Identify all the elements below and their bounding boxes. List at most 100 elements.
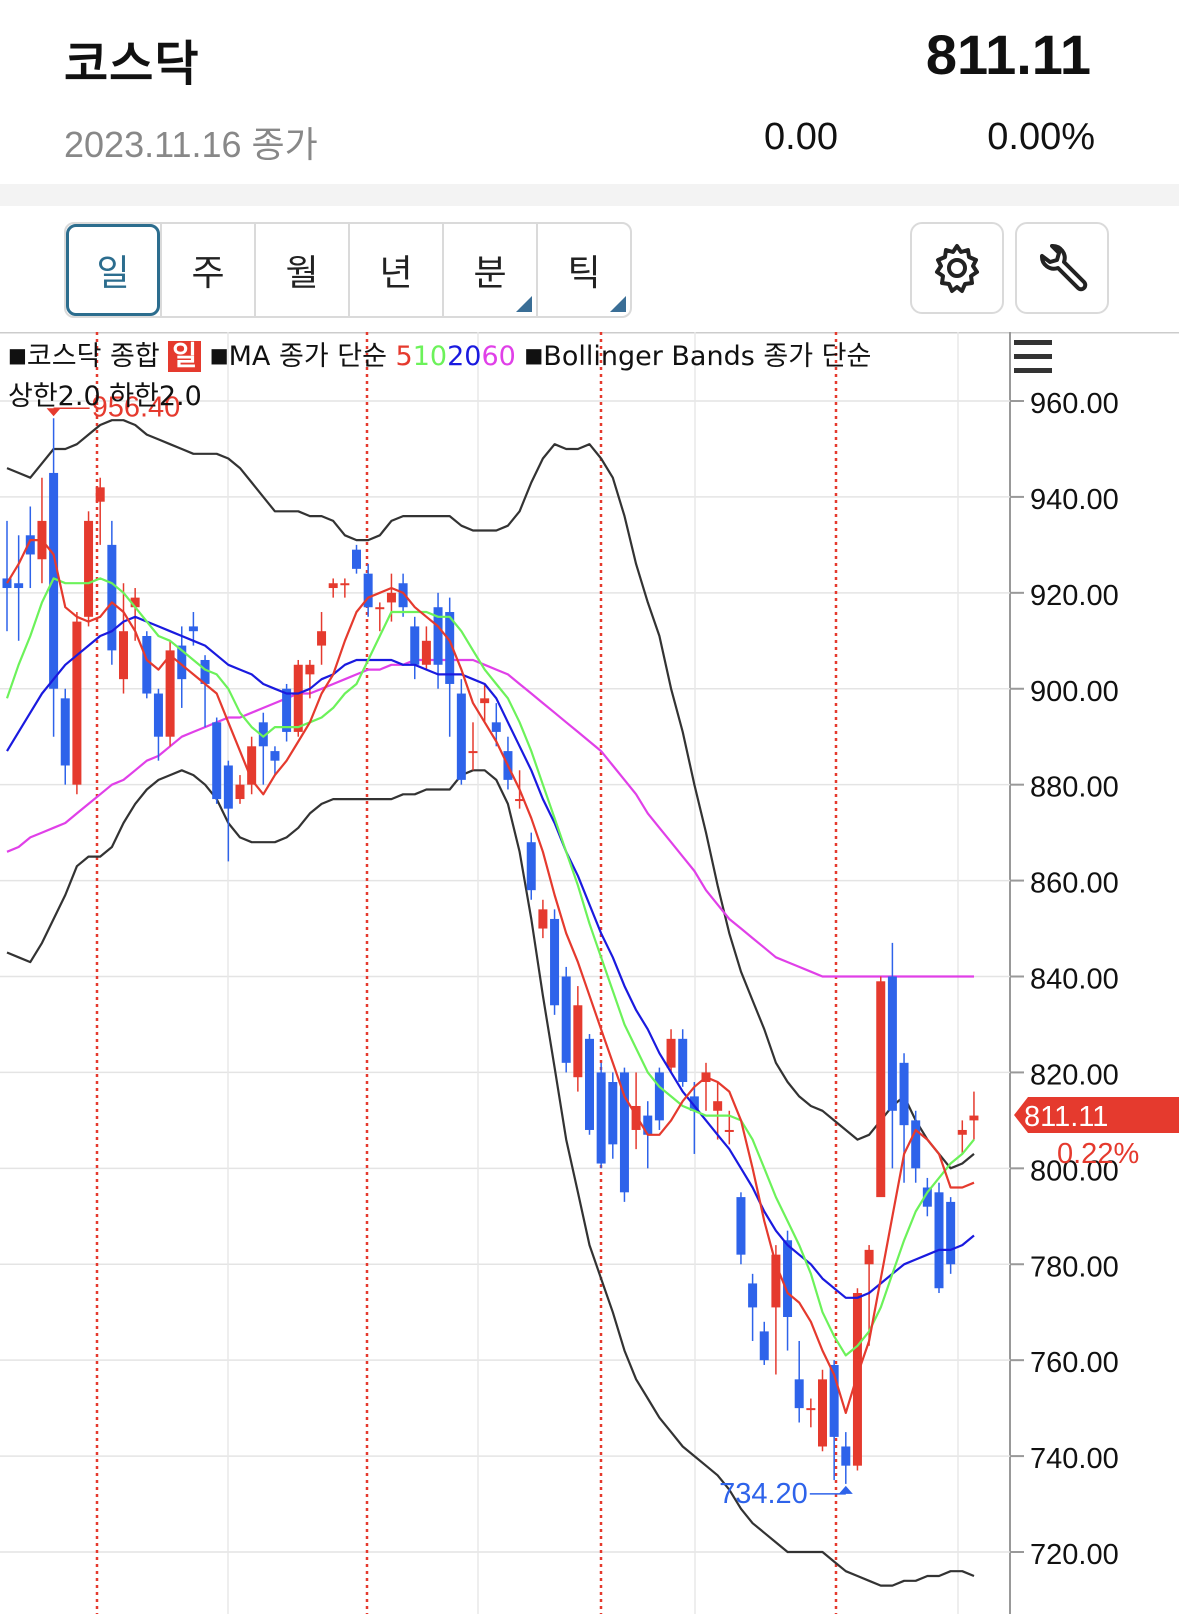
candle-body[interactable] (468, 751, 478, 754)
candle-body[interactable] (969, 1115, 979, 1121)
candle-body[interactable] (829, 1364, 839, 1437)
candle-body[interactable] (666, 1038, 676, 1068)
candle-body[interactable] (445, 612, 455, 684)
candle-body[interactable] (899, 1062, 909, 1126)
candle-body[interactable] (608, 1082, 618, 1145)
candle-body[interactable] (585, 1038, 594, 1130)
tab-day[interactable]: 일 (66, 224, 160, 316)
ma5-line (6, 539, 975, 1415)
legend-square-icon: ■ (524, 343, 544, 367)
chart-tools-button[interactable] (1015, 222, 1109, 314)
candle-body[interactable] (235, 784, 245, 800)
candle-body[interactable] (946, 1201, 956, 1265)
candle-body[interactable] (223, 765, 233, 809)
candle-body[interactable] (410, 626, 420, 665)
candle-body[interactable] (95, 487, 105, 502)
candle-body[interactable] (841, 1446, 851, 1466)
y-tick-label: 760.00 (1030, 1347, 1119, 1379)
candle-body[interactable] (806, 1408, 816, 1411)
candle-body[interactable] (2, 578, 12, 589)
candle-body[interactable] (153, 693, 163, 737)
candle-body[interactable] (258, 722, 268, 747)
candle-body[interactable] (60, 698, 70, 766)
candle-body[interactable] (270, 751, 280, 761)
candle-body[interactable] (922, 1187, 932, 1207)
candle-body[interactable] (550, 918, 560, 1006)
candle-body[interactable] (515, 799, 525, 802)
candle-body[interactable] (130, 597, 140, 608)
candle-body[interactable] (934, 1192, 944, 1289)
tab-year-label: 년 (379, 253, 413, 294)
candle-body[interactable] (619, 1072, 629, 1193)
candle-body[interactable] (561, 976, 571, 1063)
candle-body[interactable] (538, 909, 548, 929)
chart-menu-button[interactable] (1014, 340, 1052, 382)
current-price-tag (1014, 1097, 1179, 1134)
candle-body[interactable] (713, 1101, 723, 1111)
candle-body[interactable] (398, 583, 408, 608)
hamburger-icon (1014, 368, 1052, 373)
candle-body[interactable] (596, 1072, 606, 1164)
candle-body[interactable] (654, 1072, 664, 1121)
tab-month[interactable]: 월 (254, 224, 348, 316)
candle-body[interactable] (293, 664, 303, 732)
tab-year[interactable]: 년 (348, 224, 442, 316)
candle-body[interactable] (14, 583, 24, 589)
candle-body[interactable] (771, 1254, 781, 1308)
candle-body[interactable] (864, 1249, 874, 1265)
candle-body[interactable] (631, 1105, 641, 1130)
candle-body[interactable] (421, 640, 431, 665)
candle-body[interactable] (107, 544, 117, 651)
tab-week[interactable]: 주 (160, 224, 254, 316)
candle-body[interactable] (142, 635, 152, 694)
candle-body[interactable] (678, 1038, 688, 1083)
candle-body[interactable] (72, 621, 82, 785)
candle-body[interactable] (177, 645, 187, 680)
candle-body[interactable] (119, 631, 128, 680)
candle-body[interactable] (165, 650, 175, 737)
candle-body[interactable] (689, 1096, 699, 1111)
candle-body[interactable] (84, 520, 94, 617)
candle-body[interactable] (352, 549, 361, 569)
candle-body[interactable] (887, 976, 897, 1111)
candle-body[interactable] (736, 1197, 746, 1255)
y-tick-label: 800.00 (1030, 1155, 1119, 1187)
y-tick-label: 880.00 (1030, 772, 1119, 804)
candle-body[interactable] (876, 981, 886, 1198)
candle-body[interactable] (526, 842, 536, 891)
candle-body[interactable] (783, 1240, 793, 1318)
candle-body[interactable] (305, 664, 315, 675)
candle-body[interactable] (724, 1129, 734, 1132)
y-tick-label: 960.00 (1030, 388, 1119, 420)
candle-body[interactable] (340, 583, 350, 586)
candle-body[interactable] (282, 688, 292, 732)
candle-body[interactable] (25, 535, 35, 555)
candle-body[interactable] (818, 1379, 827, 1447)
tab-tick[interactable]: 틱 (536, 224, 630, 316)
candle-body[interactable] (317, 631, 327, 646)
candle-body[interactable] (852, 1293, 862, 1466)
price-chart[interactable]: 960.00 940.00 920.00 900.00 880.00 860.00 840.… (0, 332, 1179, 1614)
candle-body[interactable] (386, 592, 396, 603)
candle-body[interactable] (188, 626, 198, 632)
candle-body[interactable] (491, 722, 501, 732)
candle-body[interactable] (247, 746, 257, 785)
candle-body[interactable] (573, 1005, 583, 1078)
candle-body[interactable] (794, 1379, 804, 1409)
candle-body[interactable] (957, 1129, 967, 1135)
candle-body[interactable] (375, 607, 385, 610)
candle-body[interactable] (433, 607, 443, 665)
candle-body[interactable] (328, 583, 338, 589)
candle-body[interactable] (200, 659, 210, 684)
candle-body[interactable] (748, 1283, 758, 1308)
candle-body[interactable] (759, 1331, 769, 1361)
candle-body[interactable] (480, 698, 490, 704)
chart-settings-button[interactable] (910, 222, 1004, 314)
candle-body[interactable] (363, 573, 373, 608)
candle-body[interactable] (643, 1115, 653, 1135)
candle-body[interactable] (212, 722, 222, 800)
tab-minute[interactable]: 분 (442, 224, 536, 316)
current-price-label: 811.11 (1024, 1101, 1108, 1133)
candle-body[interactable] (911, 1120, 921, 1169)
candle-body[interactable] (456, 693, 466, 780)
